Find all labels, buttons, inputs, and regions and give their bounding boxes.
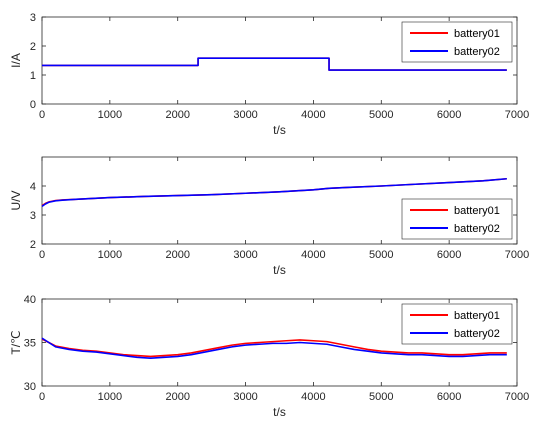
legend-label-battery02: battery02 <box>454 328 500 340</box>
series-line-battery02 <box>41 177 507 207</box>
legend-label-battery02: battery02 <box>454 223 500 235</box>
x-tick-label: 2000 <box>165 391 189 403</box>
legend: battery01 battery02 <box>401 303 513 345</box>
y-tick-label: 3 <box>30 12 36 24</box>
y-tick-label: 3 <box>30 210 36 222</box>
y-tick-label: 40 <box>24 294 36 306</box>
y-axis-label: T/℃ <box>9 330 23 354</box>
x-tick-label: 5000 <box>369 391 393 403</box>
panel-3: 0 1000 2000 3000 4000 5000 6000 7000 30 35 40 t/s T/… <box>9 294 529 419</box>
series-line-battery02 <box>42 57 507 71</box>
legend-label-battery01: battery01 <box>454 28 500 40</box>
x-tick-label: 3000 <box>233 109 257 121</box>
x-tick-label: 7000 <box>505 249 529 261</box>
x-tick-label: 6000 <box>437 391 461 403</box>
panel-2: 0 1000 2000 3000 4000 5000 6000 7000 2 3 4 t/s U/V ba… <box>9 156 529 277</box>
x-tick-label: 0 <box>39 109 45 121</box>
y-axis-label: I/A <box>9 53 23 68</box>
legend-box <box>401 198 513 240</box>
x-tick-label: 6000 <box>437 249 461 261</box>
x-tick-label: 0 <box>39 391 45 403</box>
x-tick-label: 5000 <box>369 109 393 121</box>
x-tick-label: 7000 <box>505 109 529 121</box>
y-tick-label: 30 <box>24 381 36 393</box>
x-axis-label: t/s <box>273 405 286 419</box>
x-tick-label: 3000 <box>233 249 257 261</box>
x-tick-label: 1000 <box>98 109 122 121</box>
x-tick-label: 4000 <box>301 249 325 261</box>
series-line-battery01 <box>41 338 507 358</box>
panel-1: 0 1000 2000 3000 4000 5000 6000 7000 0 1 2 3 t/s I/A b… <box>9 12 529 137</box>
legend-label-battery01: battery01 <box>454 310 500 322</box>
legend-box <box>401 303 513 345</box>
legend-label-battery01: battery01 <box>454 205 500 217</box>
y-tick-label: 0 <box>30 99 36 111</box>
x-tick-label: 2000 <box>165 249 189 261</box>
x-tick-label: 4000 <box>301 109 325 121</box>
x-tick-label: 5000 <box>369 249 393 261</box>
y-tick-label: 1 <box>30 70 36 82</box>
legend: battery01 battery02 <box>401 198 513 240</box>
x-tick-label: 1000 <box>98 249 122 261</box>
x-tick-label: 4000 <box>301 391 325 403</box>
legend-label-battery02: battery02 <box>454 46 500 58</box>
x-tick-label: 6000 <box>437 109 461 121</box>
y-tick-label: 2 <box>30 41 36 53</box>
y-tick-label: 35 <box>24 338 36 350</box>
x-tick-label: 2000 <box>165 109 189 121</box>
x-axis-label: t/s <box>273 123 286 137</box>
legend: battery01 battery02 <box>401 21 513 63</box>
y-tick-label: 4 <box>30 181 36 193</box>
y-tick-label: 2 <box>30 239 36 251</box>
x-axis-label: t/s <box>273 263 286 277</box>
x-tick-label: 3000 <box>233 391 257 403</box>
series-line-battery02 <box>41 337 507 359</box>
x-tick-label: 0 <box>39 249 45 261</box>
legend-box <box>401 21 513 63</box>
x-tick-label: 7000 <box>505 391 529 403</box>
y-axis-label: U/V <box>9 190 23 210</box>
x-tick-label: 1000 <box>98 391 122 403</box>
